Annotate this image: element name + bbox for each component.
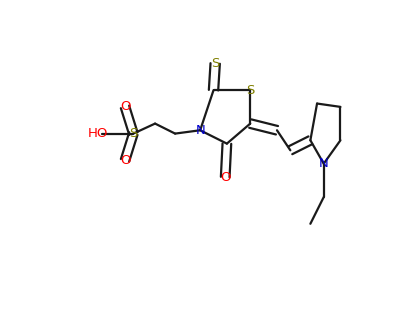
Text: S: S	[129, 127, 138, 140]
Text: N: N	[319, 157, 328, 170]
Text: O: O	[120, 154, 130, 167]
Text: HO: HO	[88, 127, 109, 140]
Text: S: S	[211, 57, 219, 70]
Text: O: O	[120, 101, 130, 113]
Text: O: O	[220, 171, 230, 183]
Text: S: S	[246, 84, 254, 97]
Text: N: N	[195, 124, 205, 137]
